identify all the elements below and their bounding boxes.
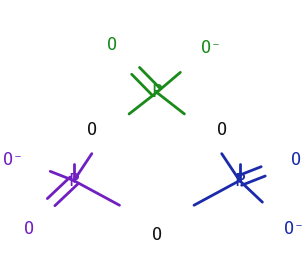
Text: O⁻: O⁻ bbox=[3, 151, 23, 169]
Text: O⁻: O⁻ bbox=[201, 39, 221, 57]
Text: O: O bbox=[87, 121, 97, 139]
Text: O: O bbox=[217, 121, 227, 139]
Text: P: P bbox=[68, 172, 79, 190]
Text: O⁻: O⁻ bbox=[284, 220, 304, 238]
Text: O: O bbox=[25, 220, 34, 238]
Text: O: O bbox=[291, 151, 302, 169]
Text: P: P bbox=[234, 172, 245, 190]
Text: O: O bbox=[107, 36, 117, 54]
Text: O: O bbox=[152, 226, 162, 244]
Text: P: P bbox=[151, 83, 162, 101]
